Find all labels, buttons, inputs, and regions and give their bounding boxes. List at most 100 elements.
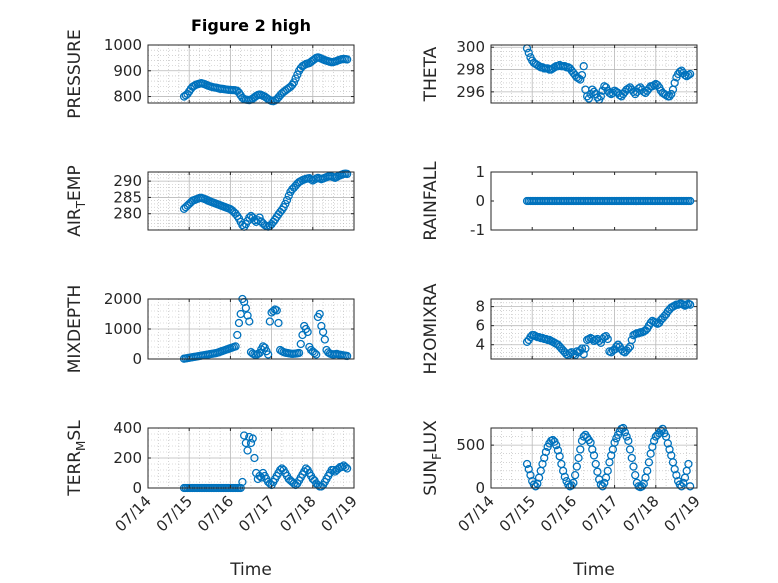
subplot-mixdepth: 0 1000 2000 MIXDEPTH (65, 285, 355, 374)
data-point (296, 339, 305, 349)
y-tick-label: 6 (475, 317, 485, 335)
data-point (293, 70, 302, 79)
data-point (552, 440, 561, 450)
data-point (627, 453, 636, 463)
data-point (289, 78, 299, 87)
data-point (685, 69, 695, 79)
data-point (315, 309, 324, 319)
data-point (658, 424, 667, 434)
x-tick-label: 07/16 (537, 492, 580, 535)
x-tick-label: 07/19 (318, 492, 361, 535)
data-point (610, 438, 619, 447)
x-tick-label: 07/15 (496, 492, 539, 535)
y-axis-label: MIXDEPTH (65, 285, 85, 374)
data-point (243, 446, 252, 455)
y-tick-label: 296 (456, 83, 485, 101)
data-point (576, 75, 585, 84)
data-point (596, 92, 606, 101)
data-point (560, 62, 569, 71)
data-point (622, 432, 631, 441)
data-series (179, 53, 352, 106)
data-point (629, 462, 638, 471)
data-point (644, 458, 654, 467)
data-point (624, 436, 633, 446)
data-point (282, 195, 292, 205)
data-point (238, 220, 247, 230)
data-point (584, 94, 593, 103)
data-point (684, 70, 693, 80)
y-axis-label: PRESSURE (65, 29, 85, 118)
data-point (241, 438, 251, 448)
data-point (680, 70, 690, 80)
data-point (281, 199, 290, 209)
data-point (591, 459, 600, 469)
y-tick-label: 280 (113, 205, 142, 223)
data-point (579, 62, 588, 71)
y-axis-label: H2OMIXRA (421, 283, 441, 374)
data-point (541, 447, 551, 457)
x-tick-label: 07/14 (455, 492, 498, 535)
axes-frame (490, 44, 698, 104)
y-axis-label: RAINFALL (421, 161, 441, 241)
data-point (272, 306, 281, 315)
data-point (294, 348, 304, 358)
axes-frame (147, 44, 355, 104)
grid (490, 427, 698, 489)
data-point (570, 470, 580, 480)
data-series (522, 299, 695, 360)
x-tick-label: 07/14 (112, 492, 155, 535)
data-point (576, 445, 585, 454)
x-axis-label-left: Time (229, 560, 272, 580)
y-tick-label: 285 (113, 188, 142, 206)
data-point (593, 93, 602, 102)
data-point (234, 318, 244, 328)
y-tick-label: 2000 (104, 290, 142, 308)
x-tick-label: 07/19 (661, 492, 704, 535)
subplot-theta: 296 298 300 THETA (421, 38, 698, 104)
data-point (265, 317, 275, 326)
y-tick-label: 800 (113, 88, 142, 106)
data-point (291, 74, 300, 83)
y-axis-label: AIRTEMP (65, 165, 88, 236)
data-point (649, 81, 659, 90)
y-tick-label: 300 (456, 38, 485, 56)
data-series (522, 196, 695, 206)
data-point (649, 436, 659, 446)
data-point (600, 478, 609, 488)
y-tick-label: 1000 (104, 36, 142, 54)
axes-frame (490, 427, 698, 489)
data-point (318, 327, 328, 337)
axes-frame (490, 298, 698, 360)
data-series (522, 44, 695, 104)
data-point (574, 453, 583, 463)
data-point (685, 300, 695, 309)
y-tick-label: 0 (475, 479, 485, 497)
data-point (577, 344, 587, 353)
y-tick-label: 900 (113, 62, 142, 80)
data-point (248, 434, 257, 443)
y-tick-label: 298 (456, 61, 485, 79)
data-point (685, 196, 695, 206)
data-point (620, 428, 630, 437)
data-point (631, 470, 640, 480)
data-point (239, 431, 249, 440)
y-tick-label: 1 (475, 163, 485, 181)
y-tick-label: -1 (470, 221, 485, 239)
subplot-pressure: 800 900 1000 PRESSURE (65, 29, 355, 119)
x-axis-label-right: Time (572, 560, 615, 580)
y-tick-label: 4 (475, 336, 485, 354)
y-axis-label: SUNFLUX (421, 420, 444, 496)
data-point (303, 327, 312, 337)
data-point (579, 350, 588, 359)
x-tick-label: 07/16 (194, 492, 237, 535)
axes-background (148, 45, 354, 103)
data-point (589, 451, 599, 460)
data-point (661, 91, 671, 100)
figure-title: Figure 2 high (191, 16, 311, 35)
data-point (685, 482, 695, 491)
subplot-h2omixra: 468 H2OMIXRA (421, 283, 698, 375)
data-series (522, 423, 695, 492)
